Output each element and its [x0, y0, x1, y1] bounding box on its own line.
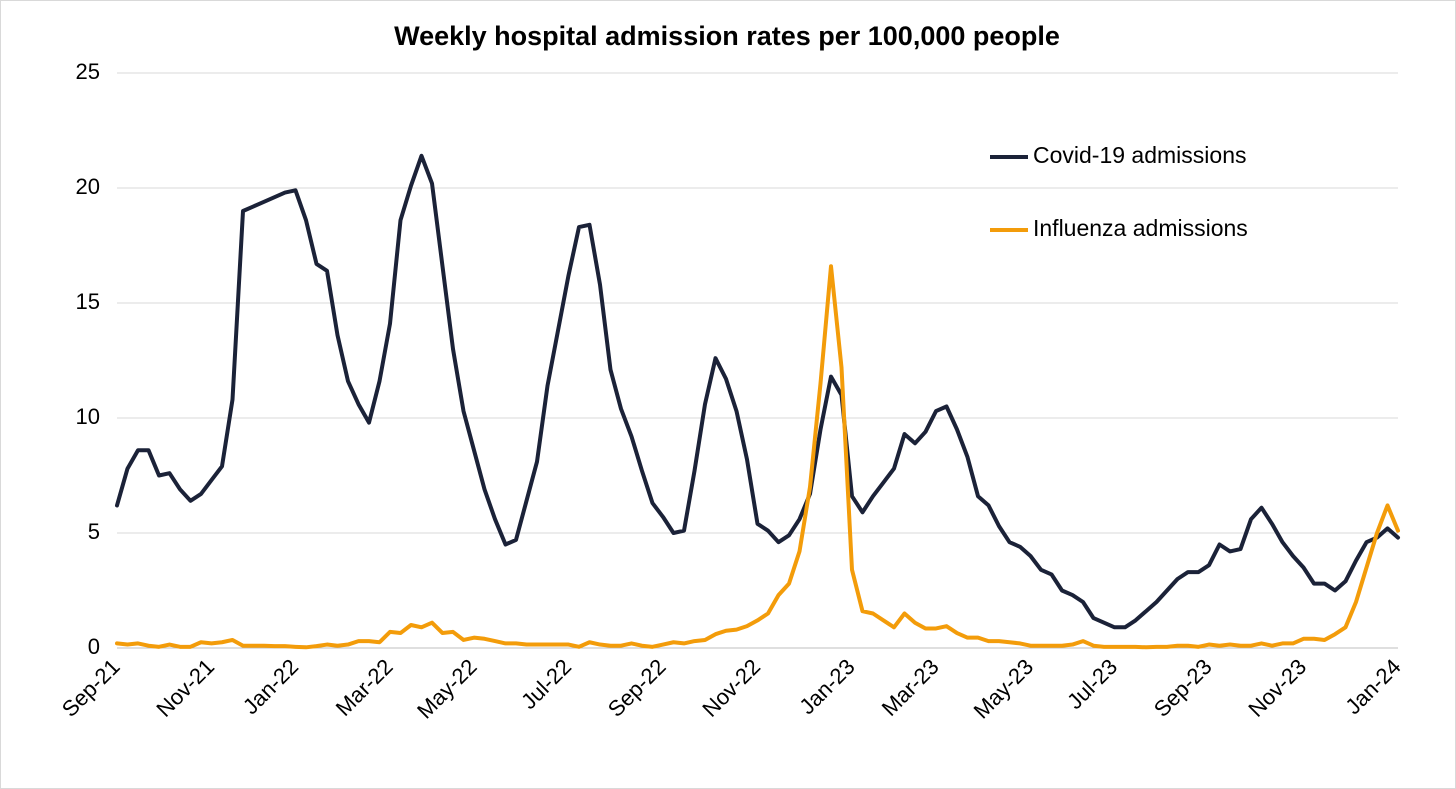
y-tick-label: 10 [76, 404, 100, 429]
y-tick-label: 5 [88, 519, 100, 544]
legend-label: Influenza admissions [1033, 215, 1248, 241]
y-tick-label: 25 [76, 59, 100, 84]
series-line [115, 153, 1400, 630]
y-tick-label: 0 [88, 634, 100, 659]
series-line [115, 264, 1400, 650]
legend-label: Covid-19 admissions [1033, 142, 1246, 168]
y-tick-label: 15 [76, 289, 100, 314]
chart-title: Weekly hospital admission rates per 100,… [394, 21, 1060, 51]
y-tick-label: 20 [76, 174, 100, 199]
